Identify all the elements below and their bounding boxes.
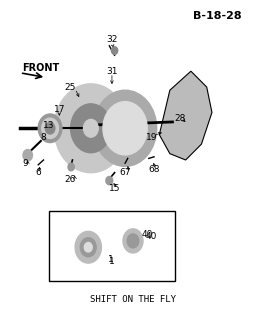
Text: 25: 25 (64, 83, 76, 92)
Circle shape (23, 149, 32, 161)
Circle shape (84, 243, 92, 252)
Circle shape (94, 90, 157, 166)
Circle shape (68, 163, 74, 171)
Text: 1: 1 (109, 257, 115, 266)
Text: 67: 67 (119, 168, 131, 177)
Circle shape (38, 114, 62, 142)
Circle shape (111, 47, 118, 54)
Circle shape (80, 238, 96, 257)
FancyBboxPatch shape (49, 211, 175, 281)
Circle shape (54, 84, 128, 173)
Circle shape (70, 104, 111, 153)
Circle shape (106, 177, 113, 185)
Circle shape (127, 234, 139, 248)
Circle shape (103, 102, 147, 155)
Circle shape (75, 231, 101, 263)
Text: 15: 15 (109, 184, 120, 193)
Text: SHIFT ON THE FLY: SHIFT ON THE FLY (90, 295, 176, 304)
Text: 40: 40 (142, 230, 153, 239)
Text: B-18-28: B-18-28 (193, 11, 242, 21)
Text: 40: 40 (146, 232, 157, 241)
Text: 28: 28 (175, 114, 186, 123)
Circle shape (42, 118, 59, 139)
Text: 26: 26 (64, 174, 76, 184)
Polygon shape (159, 71, 212, 160)
Text: 8: 8 (41, 133, 46, 142)
Text: 13: 13 (43, 121, 55, 130)
Text: 68: 68 (148, 165, 160, 174)
Text: 32: 32 (106, 35, 118, 44)
Circle shape (123, 229, 143, 253)
Circle shape (45, 123, 55, 134)
Text: 6: 6 (35, 168, 41, 177)
Text: 17: 17 (53, 105, 65, 114)
Text: 19: 19 (146, 133, 157, 142)
Text: FRONT: FRONT (22, 63, 60, 73)
Circle shape (84, 119, 98, 137)
Text: 1: 1 (108, 255, 114, 264)
Text: 9: 9 (22, 159, 28, 168)
Text: 31: 31 (106, 67, 118, 76)
